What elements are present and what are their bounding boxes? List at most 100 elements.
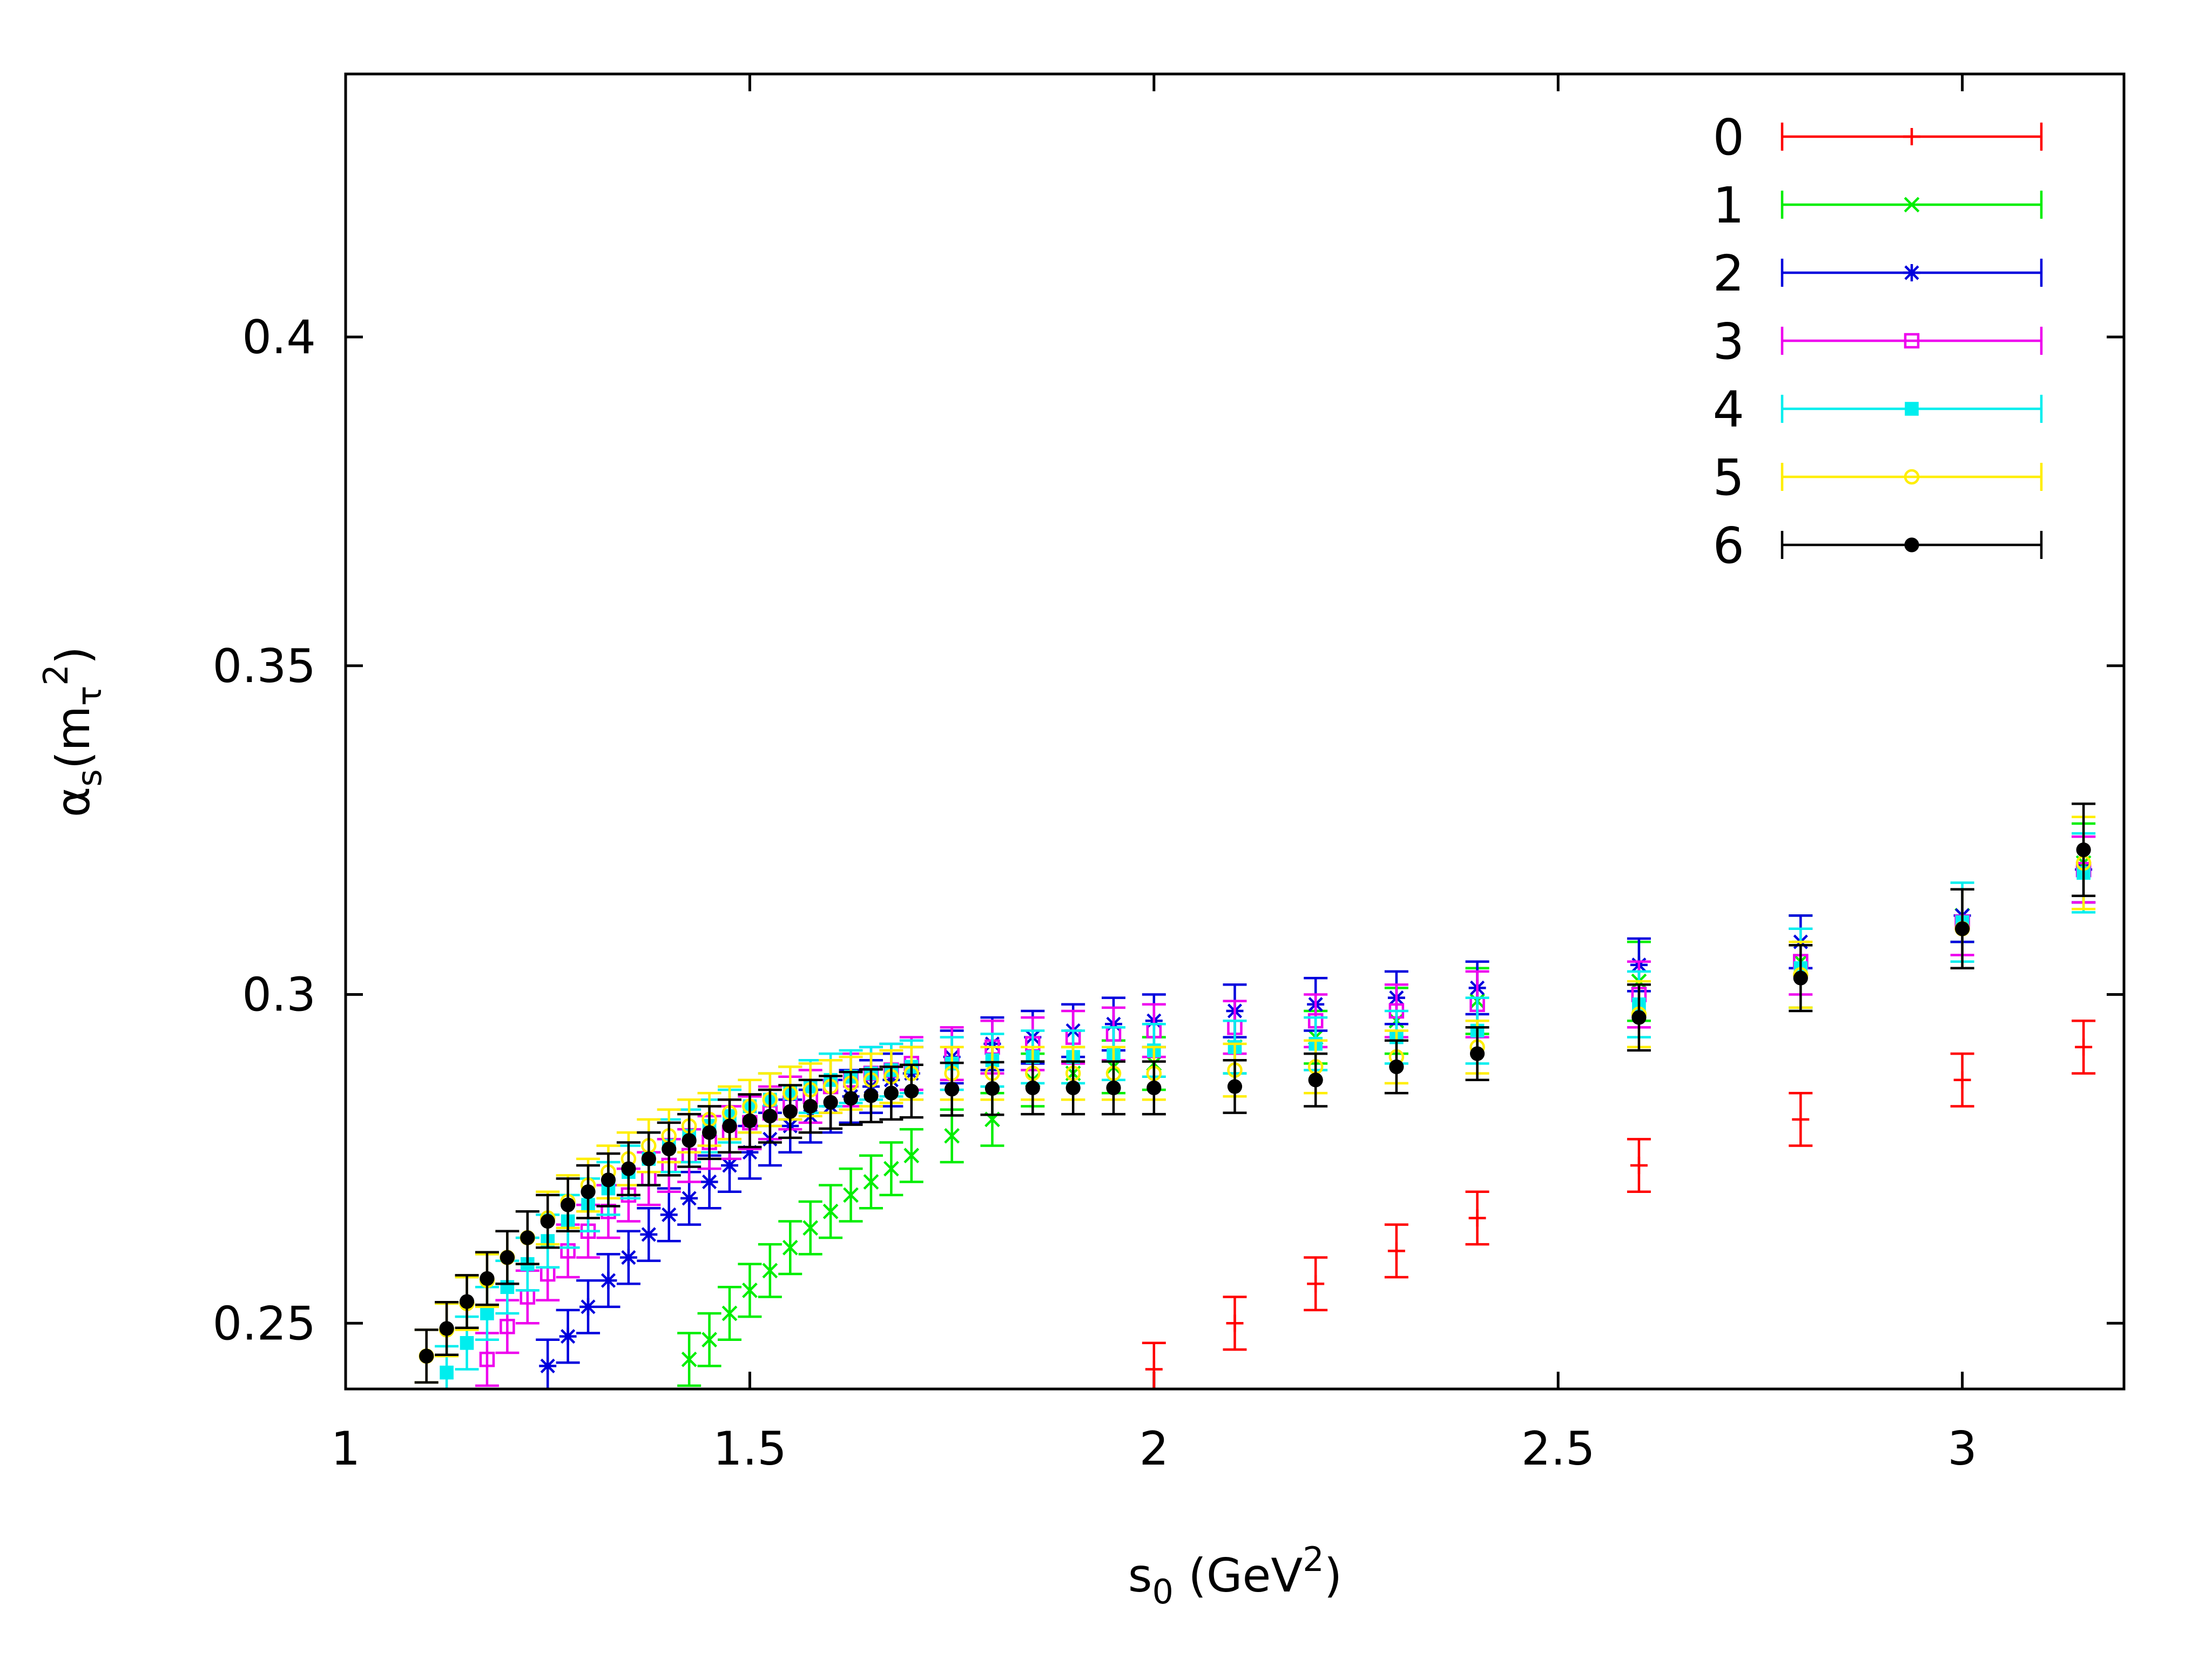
marker-circle (459, 1294, 475, 1309)
marker-square (460, 1336, 474, 1350)
marker-stroke (540, 1358, 555, 1373)
data-point (1384, 1223, 1408, 1279)
data-point (1101, 1060, 1125, 1116)
marker-circle (1389, 1059, 1404, 1075)
data-point (2072, 1019, 2096, 1075)
data-point (475, 1251, 499, 1306)
series-0 (1142, 1019, 2096, 1389)
data-point (1627, 983, 1651, 1052)
marker-stroke (681, 1351, 697, 1367)
marker-stroke (702, 1174, 717, 1190)
data-point (657, 1187, 681, 1243)
marker-circle (439, 1321, 454, 1336)
marker-square (480, 1306, 494, 1320)
marker-circle (520, 1230, 535, 1245)
data-point (596, 1152, 621, 1208)
data-point (637, 1206, 661, 1262)
marker-stroke (782, 1239, 798, 1256)
data-point (576, 1279, 601, 1334)
marker-circle (1631, 1010, 1647, 1025)
marker-circle (1955, 921, 1970, 936)
marker-stroke (721, 1305, 738, 1321)
marker-circle (1065, 1080, 1081, 1095)
legend-entry-2: 2 (1712, 245, 2043, 302)
marker-circle (1793, 970, 1808, 986)
marker-stroke (944, 1128, 960, 1144)
marker-circle (601, 1172, 616, 1188)
marker-stroke (1904, 265, 1919, 280)
marker-circle (864, 1088, 879, 1103)
marker-stroke (883, 1161, 899, 1177)
data-point (859, 1068, 883, 1123)
marker-circle (904, 1083, 919, 1099)
legend-entry-1: 1 (1712, 177, 2043, 234)
marker-stroke (641, 1227, 656, 1242)
marker-circle (1227, 1079, 1243, 1094)
marker-circle (742, 1113, 758, 1128)
data-point (455, 1274, 479, 1330)
marker-stroke (863, 1174, 879, 1190)
marker-circle (1904, 469, 1920, 485)
marker-circle (843, 1091, 859, 1106)
data-point (778, 1084, 802, 1139)
data-point (1021, 1060, 1045, 1116)
marker-square (440, 1365, 454, 1380)
data-point (758, 1088, 782, 1144)
data-point (859, 1154, 883, 1210)
marker-circle (884, 1085, 899, 1101)
data-point (738, 1093, 762, 1149)
marker-stroke (903, 1148, 920, 1164)
y-axis-label: αs(mτ2) (36, 646, 109, 818)
marker-stroke (561, 1329, 576, 1344)
marker-stroke (742, 1282, 758, 1298)
data-point (899, 1063, 923, 1119)
marker-stroke (1904, 197, 1920, 213)
data-point (414, 1328, 439, 1384)
data-point (677, 1332, 702, 1387)
x-tick-label: 2.5 (1521, 1422, 1595, 1476)
marker-circle (581, 1184, 596, 1199)
data-point (616, 1141, 640, 1197)
marker-stroke (662, 1207, 677, 1222)
legend-entry-3: 3 (1712, 313, 2043, 370)
data-point (637, 1131, 661, 1186)
data-point (778, 1220, 802, 1276)
data-point (1142, 1341, 1166, 1389)
marker-circle (561, 1197, 576, 1212)
marker-circle (1308, 1073, 1323, 1088)
data-point (839, 1167, 863, 1223)
data-point (495, 1230, 520, 1285)
marker-circle (763, 1109, 778, 1124)
data-point (576, 1164, 601, 1219)
data-point (536, 1193, 560, 1249)
marker-stroke (822, 1203, 839, 1219)
data-point (819, 1184, 843, 1239)
marker-circle (945, 1082, 960, 1097)
data-point (1223, 1059, 1247, 1114)
data-point (677, 1112, 702, 1168)
marker-square (500, 1319, 515, 1334)
legend-entry-0: 0 (1712, 109, 2043, 166)
marker-stroke (802, 1220, 819, 1236)
marker-circle (500, 1250, 515, 1265)
marker-stroke (581, 1299, 596, 1314)
marker-stroke (702, 1332, 717, 1348)
data-point (758, 1243, 782, 1298)
marker-circle (984, 1081, 1000, 1096)
legend-label: 3 (1712, 313, 1744, 370)
x-tick-label: 1.5 (713, 1422, 787, 1476)
x-tick-label: 1 (331, 1422, 361, 1476)
data-point (536, 1338, 560, 1389)
data-point (616, 1230, 640, 1285)
data-point (980, 1061, 1004, 1116)
marker-circle (540, 1213, 555, 1229)
data-series (414, 802, 2096, 1389)
data-point (556, 1309, 580, 1364)
data-point (1789, 1091, 1813, 1147)
marker-circle (621, 1161, 636, 1176)
data-point (798, 1078, 822, 1134)
x-axis-label: s0 (GeV2) (1128, 1540, 1343, 1611)
data-point (879, 1141, 903, 1197)
